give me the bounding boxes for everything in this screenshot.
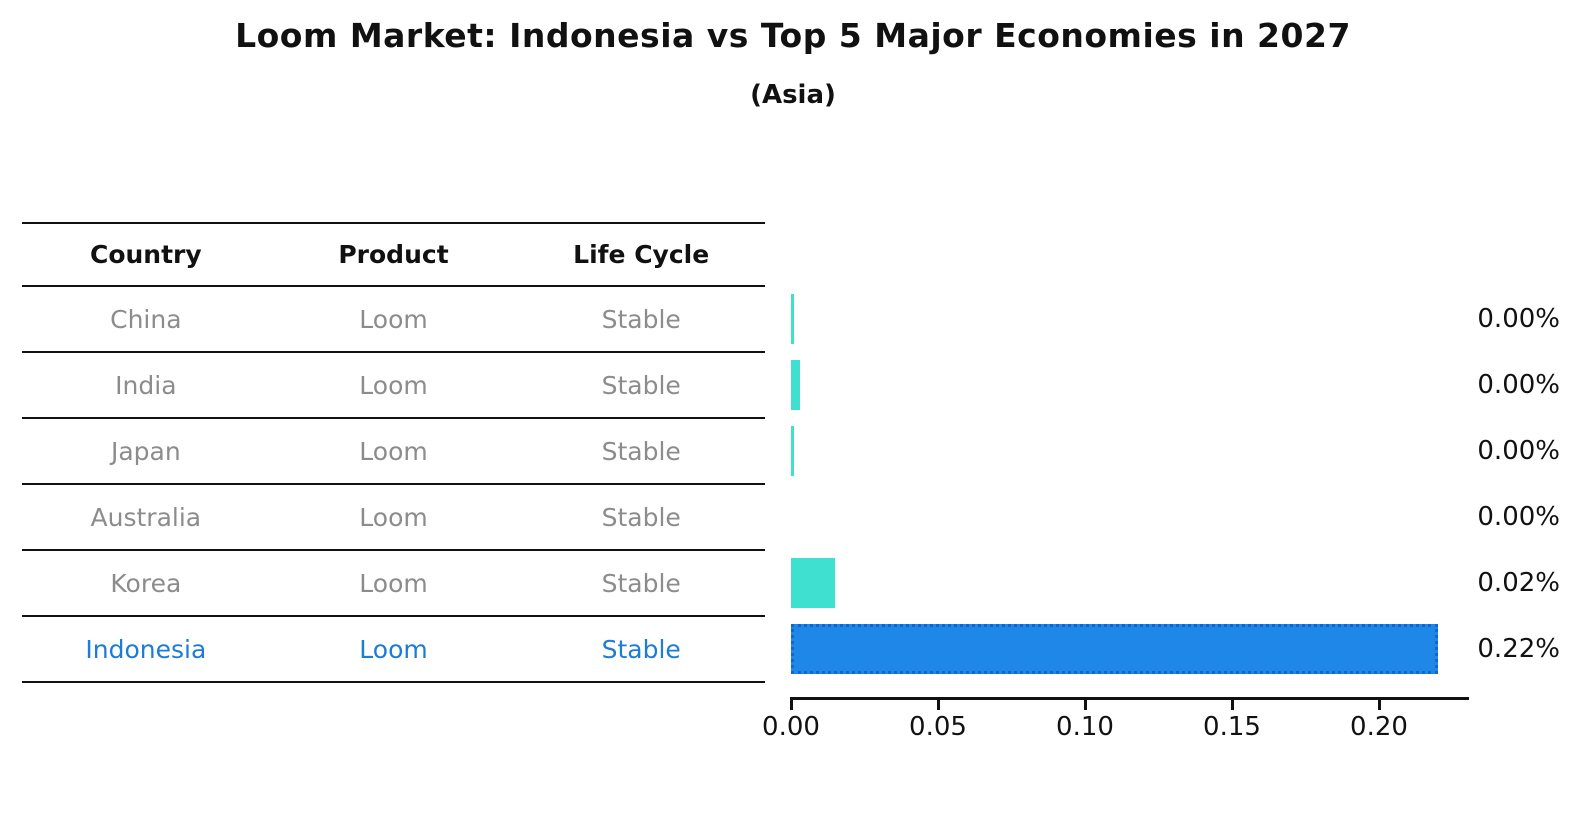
x-axis-tick-label: 0.20 (1350, 712, 1408, 742)
value-label-china: 0.00% (1477, 304, 1560, 334)
cell-product: Loom (359, 634, 428, 664)
x-axis-tick-label: 0.00 (762, 712, 820, 742)
bar-korea (791, 558, 835, 608)
value-label-japan: 0.00% (1477, 436, 1560, 466)
x-axis-tick-label: 0.15 (1203, 712, 1261, 742)
cell-country: Australia (90, 502, 202, 532)
cell-product: Loom (359, 436, 428, 466)
x-axis-tick-label: 0.10 (1056, 712, 1114, 742)
value-label-korea: 0.02% (1477, 568, 1560, 598)
table-row: Australia Loom Stable (22, 483, 765, 549)
cell-country: Korea (110, 568, 182, 598)
column-header-product: Product (338, 240, 449, 269)
x-axis-tick (1377, 700, 1381, 710)
cell-product: Loom (359, 502, 428, 532)
value-label-indonesia: 0.22% (1477, 634, 1560, 664)
cell-country: Indonesia (85, 634, 207, 664)
table-body: China Loom Stable India Loom Stable Japan Loom S… (22, 285, 765, 681)
cell-product: Loom (359, 568, 428, 598)
x-axis-tick (1083, 700, 1087, 710)
x-axis-tick (1230, 700, 1234, 710)
cell-product: Loom (359, 304, 428, 334)
cell-life-cycle: Stable (601, 502, 681, 532)
country-table: Country Product Life Cycle China Loom Stab… (22, 222, 765, 683)
cell-country: Japan (110, 436, 181, 466)
cell-life-cycle: Stable (601, 304, 681, 334)
table-row: Indonesia Loom Stable (22, 615, 765, 681)
bar-highlight-indonesia (791, 624, 1438, 674)
table-row: India Loom Stable (22, 351, 765, 417)
chart-title: Loom Market: Indonesia vs Top 5 Major Ec… (235, 16, 1351, 55)
chart-subtitle: (Asia) (750, 80, 836, 110)
table-row: Korea Loom Stable (22, 549, 765, 615)
bar-china (791, 294, 794, 344)
x-axis-tick-label: 0.05 (909, 712, 967, 742)
bar-india (791, 360, 800, 410)
table-header-row: Country Product Life Cycle (22, 222, 765, 285)
table-row: Japan Loom Stable (22, 417, 765, 483)
cell-life-cycle: Stable (601, 568, 681, 598)
column-header-life-cycle: Life Cycle (573, 240, 710, 269)
cell-life-cycle: Stable (601, 436, 681, 466)
value-label-australia: 0.00% (1477, 502, 1560, 532)
cell-life-cycle: Stable (601, 370, 681, 400)
value-label-india: 0.00% (1477, 370, 1560, 400)
x-axis-tick (936, 700, 940, 710)
cell-life-cycle: Stable (601, 634, 681, 664)
cell-country: India (115, 370, 177, 400)
column-header-country: Country (89, 240, 202, 269)
bar-japan (791, 426, 794, 476)
table-row: China Loom Stable (22, 285, 765, 351)
cell-country: China (110, 304, 182, 334)
cell-product: Loom (359, 370, 428, 400)
x-axis-line (790, 697, 1469, 700)
x-axis-tick (789, 700, 793, 710)
